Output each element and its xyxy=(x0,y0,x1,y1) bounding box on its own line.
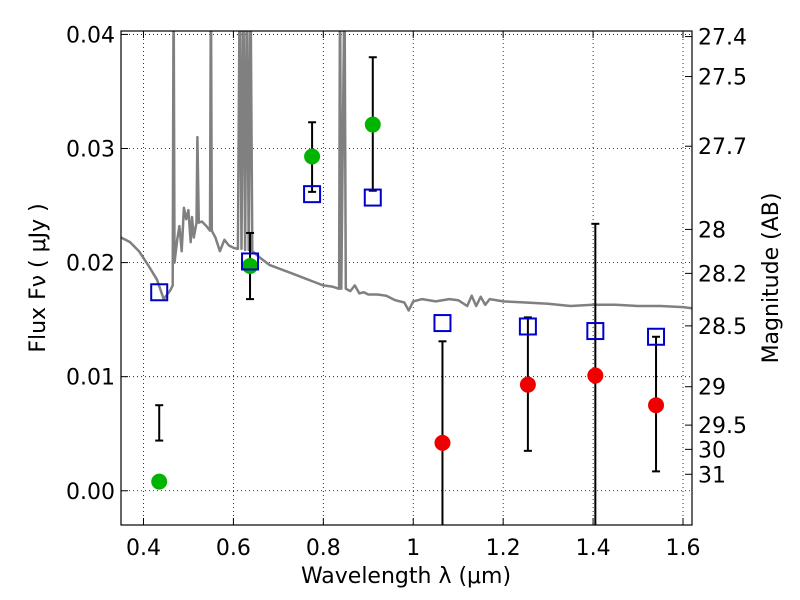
y-ticks-group: 0.00 0.01 0.02 0.03 0.04 xyxy=(66,23,128,505)
x-axis-label: Wavelength λ (μm) xyxy=(301,564,511,589)
blue-model-square xyxy=(363,188,382,207)
y-tick-label: 0.01 xyxy=(66,366,115,391)
green-data-point xyxy=(242,258,259,275)
model-spectrum-group xyxy=(121,31,692,312)
magnitude-tick-label: 29 xyxy=(698,376,726,401)
x-tick-label: 1.4 xyxy=(576,536,611,561)
blue-model-square xyxy=(303,185,322,204)
magnitude-tick-label: 28 xyxy=(698,218,726,243)
plot-frame xyxy=(120,30,693,526)
blue-model-square xyxy=(150,283,169,302)
red-data-point xyxy=(648,397,665,414)
blue-model-square xyxy=(433,314,452,333)
red-data-point xyxy=(434,434,451,451)
markers-group xyxy=(150,116,666,490)
x-tick-label: 1.6 xyxy=(666,536,701,561)
x-tick-label: 0.6 xyxy=(216,536,251,561)
y-tick-label: 0.03 xyxy=(66,138,115,163)
red-data-point xyxy=(587,367,604,384)
y-tick-label: 0.04 xyxy=(66,23,115,48)
magnitude-tick-label: 30 xyxy=(698,438,726,463)
blue-model-square xyxy=(518,317,537,336)
x-tick-label: 0.4 xyxy=(126,536,161,561)
y-tick-label: 0.00 xyxy=(66,480,115,505)
green-data-point xyxy=(151,473,168,490)
blue-model-square xyxy=(586,322,605,341)
magnitude-tick-label: 28.2 xyxy=(698,262,747,287)
x-tick-label: 1.2 xyxy=(486,536,521,561)
red-data-point xyxy=(519,376,536,393)
y-tick-label: 0.02 xyxy=(66,252,115,277)
blue-model-square xyxy=(647,327,666,346)
model-spectrum-line xyxy=(121,31,692,312)
magnitude-tick-label: 27.5 xyxy=(698,66,747,91)
blue-model-square xyxy=(241,252,260,271)
magnitude-tick-label: 27.7 xyxy=(698,135,747,160)
x-ticks-group: 0.4 0.6 0.8 1 1.2 1.4 1.6 xyxy=(126,31,701,561)
x-tick-label: 0.8 xyxy=(306,536,341,561)
green-data-point xyxy=(364,116,381,133)
magnitude-tick-label: 29.5 xyxy=(698,414,747,439)
green-data-point xyxy=(304,148,321,165)
magnitude-tick-label: 27.4 xyxy=(698,26,747,51)
magnitude-axis-label: Magnitude (AB) xyxy=(759,193,784,364)
magnitude-tick-label: 31 xyxy=(698,463,726,488)
y-axis-label: Flux Fν ( μJy ) xyxy=(26,203,51,352)
magnitude-tick-label: 28.5 xyxy=(698,315,747,340)
x-tick-label: 1 xyxy=(406,536,420,561)
